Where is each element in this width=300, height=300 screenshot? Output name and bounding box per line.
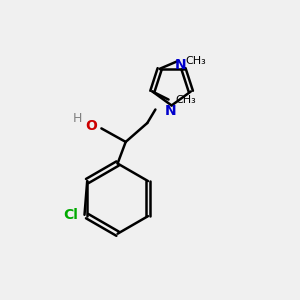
- Text: CH₃: CH₃: [185, 56, 206, 66]
- Text: N: N: [164, 104, 176, 118]
- Text: O: O: [85, 119, 97, 133]
- Text: H: H: [73, 112, 83, 125]
- Text: CH₃: CH₃: [175, 94, 196, 105]
- Text: N: N: [175, 58, 187, 72]
- Text: Cl: Cl: [63, 208, 78, 222]
